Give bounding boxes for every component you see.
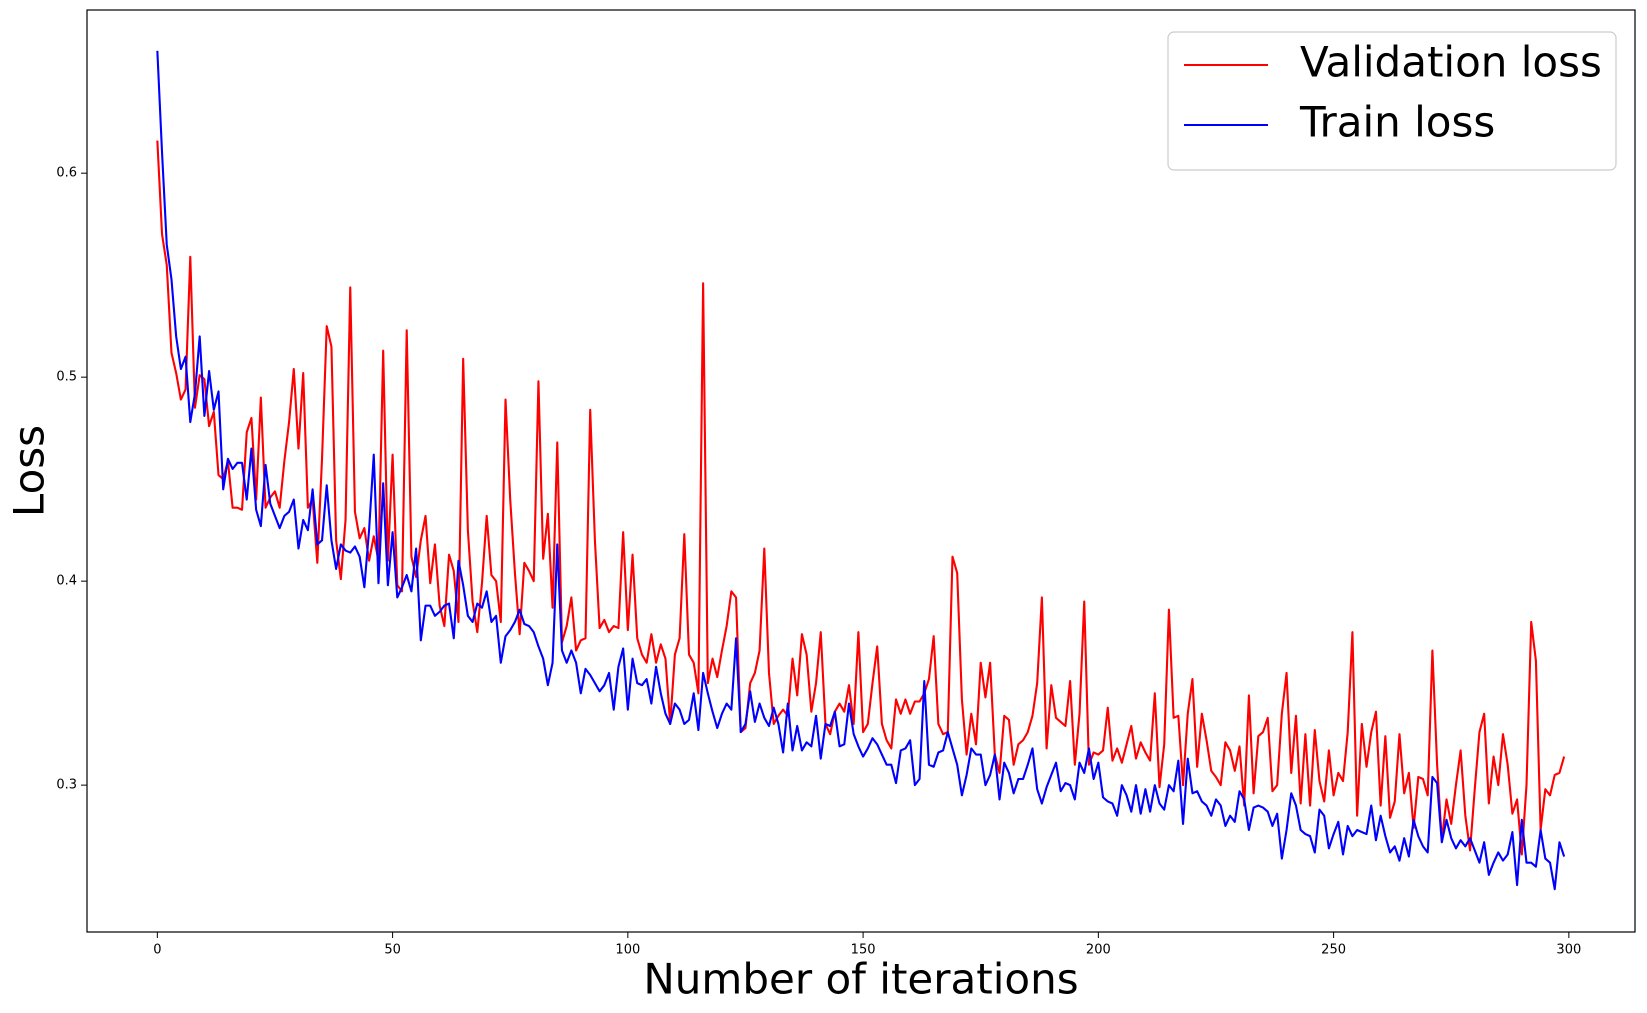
y-axis-label: Loss — [5, 425, 54, 517]
y-tick-label: 0.5 — [56, 370, 77, 385]
legend-label: Train loss — [1299, 98, 1495, 147]
data-line — [156, 140, 1566, 856]
legend-box — [1167, 31, 1617, 171]
legend: Validation loss Train loss — [1167, 31, 1617, 171]
x-tick-label: 150 — [851, 943, 876, 958]
x-tick-label: 100 — [615, 943, 640, 958]
x-tick-label: 200 — [1086, 943, 1111, 958]
x-axis-label: Number of iterations — [643, 955, 1078, 1004]
x-tick-label: 0 — [153, 943, 161, 958]
x-tick-label: 250 — [1321, 943, 1346, 958]
legend-label: Validation loss — [1300, 38, 1602, 87]
y-tick-label: 0.4 — [56, 574, 77, 589]
y-tick-label: 0.3 — [56, 778, 77, 793]
x-tick-label: 300 — [1556, 943, 1581, 958]
data-line — [156, 50, 1566, 891]
x-tick-label: 50 — [384, 943, 401, 958]
y-tick-label: 0.6 — [56, 166, 77, 181]
